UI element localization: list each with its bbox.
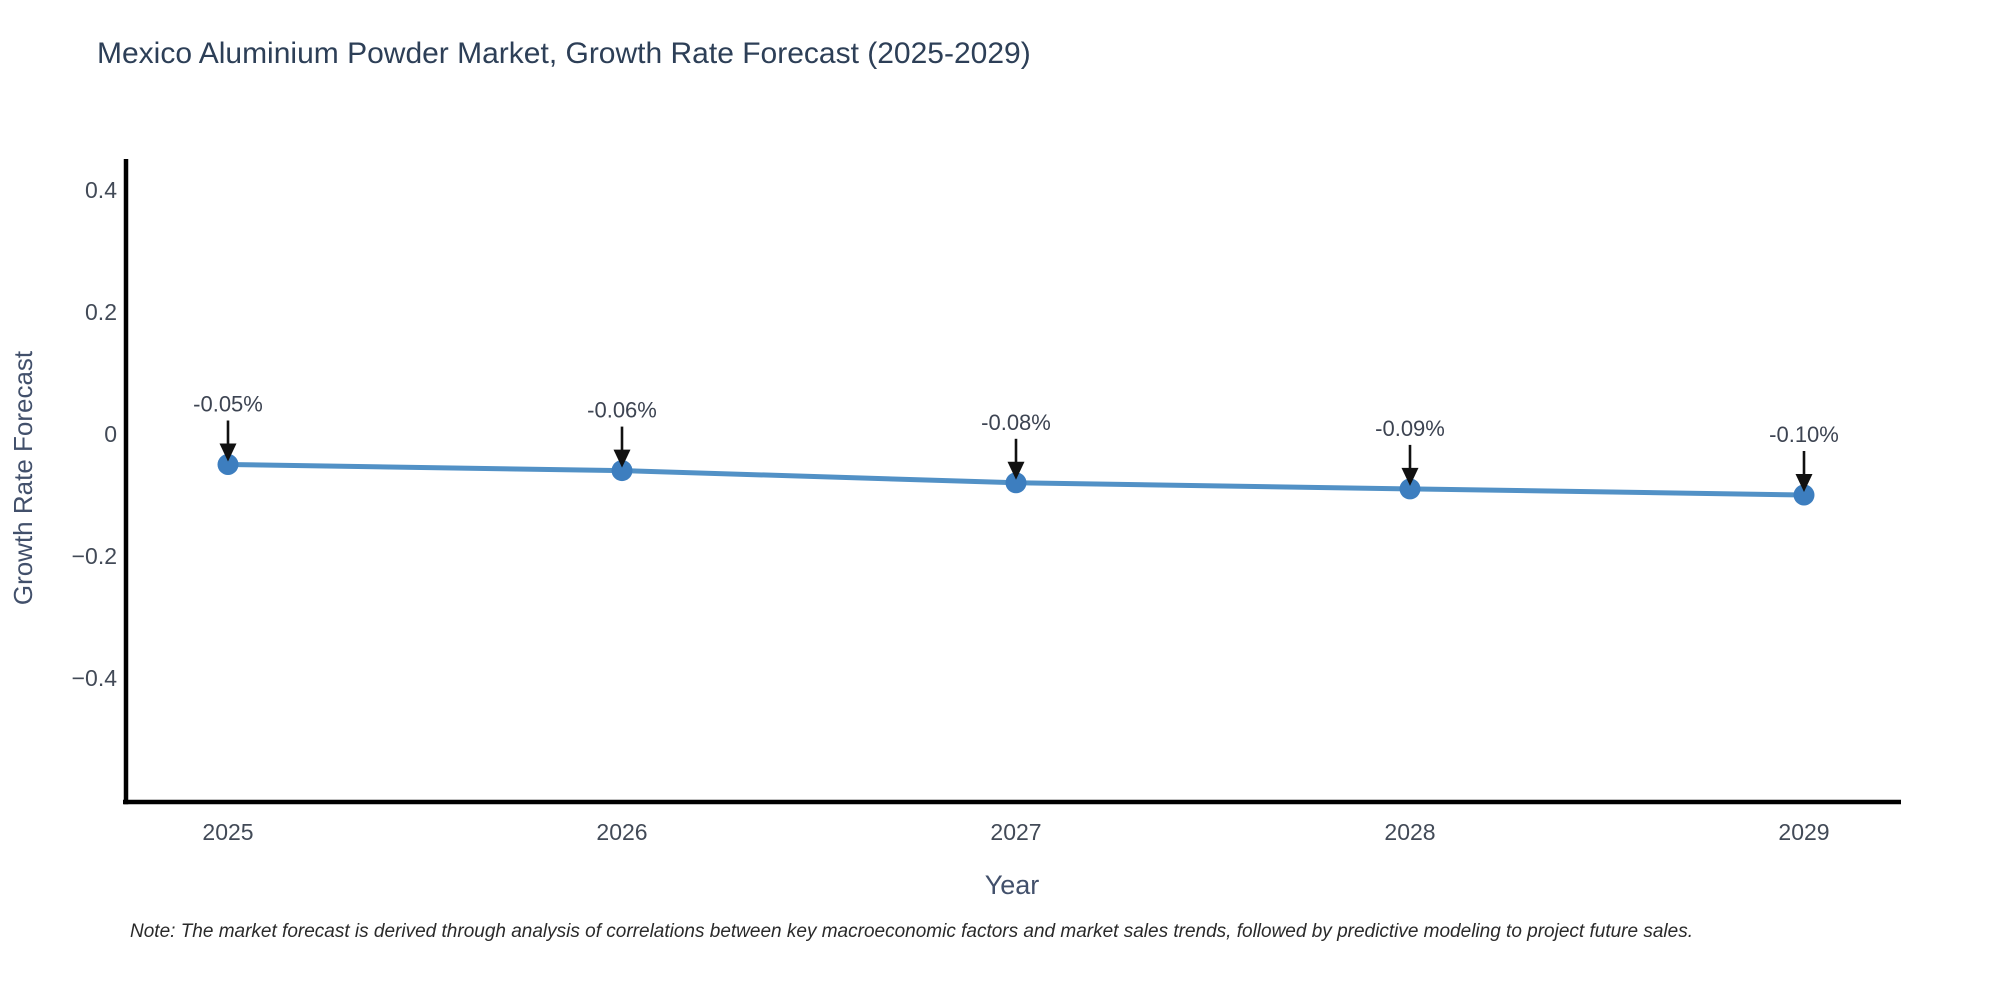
annotation-arrow-head xyxy=(1007,461,1025,480)
annotation-arrow-head xyxy=(613,449,631,468)
y-tick-label: 0.2 xyxy=(85,299,117,325)
data-label: -0.05% xyxy=(193,392,263,417)
data-point-marker xyxy=(1399,478,1421,500)
x-axis-label: Year xyxy=(985,870,1040,900)
data-label: -0.10% xyxy=(1769,422,1839,447)
data-point-marker xyxy=(217,454,239,475)
y-tick-label: −0.2 xyxy=(72,543,117,569)
x-tick-label: 2027 xyxy=(990,819,1041,845)
data-point-marker xyxy=(611,460,633,482)
annotation-arrow-head xyxy=(1401,467,1419,486)
data-label: -0.06% xyxy=(587,398,657,423)
y-tick-label: −0.4 xyxy=(72,665,118,691)
data-label: -0.09% xyxy=(1375,416,1445,441)
chart-title: Mexico Aluminium Powder Market, Growth R… xyxy=(97,37,1031,70)
data-label: -0.08% xyxy=(981,410,1051,435)
y-tick-label: 0.4 xyxy=(85,177,117,203)
annotations: -0.05% -0.06% -0.08% -0.09% -0.10% xyxy=(193,392,1839,492)
footnote: Note: The market forecast is derived thr… xyxy=(130,921,1693,942)
annotation-arrow-head xyxy=(219,443,237,462)
x-tick-label: 2029 xyxy=(1778,819,1829,845)
data-series xyxy=(217,454,1815,506)
x-tick-label: 2026 xyxy=(596,819,647,845)
x-tick-label: 2025 xyxy=(202,819,253,845)
y-axis-label: Growth Rate Forecast xyxy=(8,350,38,605)
axes: 0.4 0.2 0 −0.2 −0.4 2025 2026 2027 2028 2029 xyxy=(72,159,1901,845)
y-tick-label: 0 xyxy=(104,421,117,447)
x-tick-label: 2028 xyxy=(1384,819,1435,845)
data-point-marker xyxy=(1005,472,1027,494)
data-point-marker xyxy=(1793,484,1815,506)
annotation-arrow-head xyxy=(1795,474,1813,492)
